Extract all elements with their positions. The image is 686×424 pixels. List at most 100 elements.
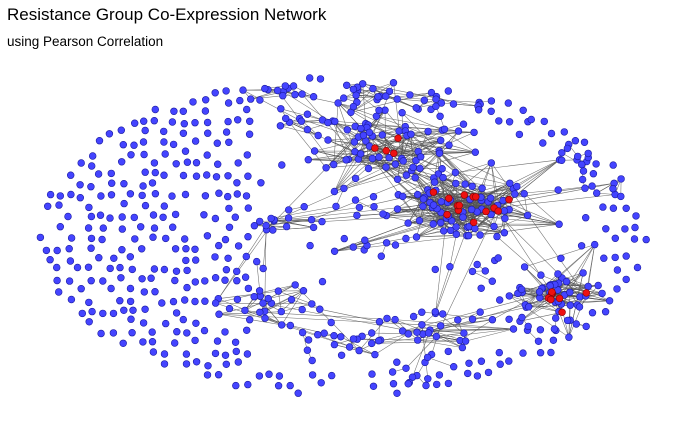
network-node — [264, 294, 272, 303]
network-node — [201, 192, 210, 200]
network-node — [138, 275, 146, 283]
network-node — [241, 306, 249, 315]
network-node — [557, 156, 566, 165]
network-node — [211, 89, 219, 97]
network-node — [224, 99, 233, 107]
network-edge — [353, 89, 410, 96]
network-node — [224, 172, 232, 180]
network-edge — [428, 131, 475, 133]
network-edge — [427, 357, 454, 367]
network-node — [630, 235, 639, 243]
network-node — [138, 191, 146, 200]
network-edge — [280, 125, 319, 136]
network-node — [256, 96, 264, 104]
network-edge — [474, 228, 505, 233]
network-node — [351, 196, 360, 204]
network-node — [203, 151, 211, 159]
network-node — [66, 257, 75, 265]
network-node — [127, 151, 135, 159]
network-edge — [337, 102, 408, 136]
network-node — [499, 196, 507, 205]
network-node — [282, 114, 290, 123]
network-edge — [472, 306, 529, 320]
network-edge — [340, 336, 376, 355]
network-node — [189, 98, 197, 106]
network-node — [66, 171, 75, 179]
network-node — [605, 297, 614, 305]
network-node — [224, 117, 232, 126]
network-edge — [397, 179, 505, 212]
network-node — [355, 203, 364, 212]
network-node — [171, 245, 180, 253]
network-node — [149, 233, 157, 241]
network-node — [374, 93, 382, 101]
network-edge — [218, 313, 422, 326]
network-node — [385, 154, 393, 162]
network-node — [97, 329, 105, 338]
network-node — [438, 165, 446, 173]
network-node — [536, 349, 545, 357]
network-edge — [465, 328, 514, 342]
network-node — [399, 192, 407, 201]
network-node — [180, 119, 189, 128]
network-node — [200, 326, 209, 335]
network-node — [168, 118, 177, 126]
network-node — [487, 107, 495, 116]
network-node — [622, 275, 630, 284]
network-node — [417, 153, 425, 161]
network-node — [598, 289, 606, 298]
network-node — [454, 316, 462, 324]
highlighted-node — [558, 308, 566, 316]
network-node — [393, 205, 402, 213]
network-node — [402, 171, 411, 179]
network-node — [488, 316, 497, 324]
network-node — [437, 322, 445, 330]
network-node — [343, 126, 351, 134]
network-node — [412, 104, 420, 112]
network-node — [212, 173, 221, 181]
network-node — [473, 372, 482, 380]
network-node — [395, 127, 403, 135]
network-node — [406, 91, 414, 99]
network-node — [127, 315, 135, 323]
network-edge — [272, 227, 314, 231]
network-node — [244, 284, 253, 293]
network-node — [107, 169, 116, 178]
network-node — [398, 108, 406, 117]
network-node — [349, 335, 358, 343]
network-node — [243, 326, 251, 334]
network-node — [524, 303, 533, 311]
network-node — [617, 175, 625, 183]
network-node — [192, 172, 201, 180]
network-edge — [509, 295, 559, 312]
network-node — [87, 277, 95, 285]
network-node — [131, 235, 139, 243]
network-node — [589, 170, 598, 178]
network-node — [309, 223, 318, 232]
network-edge — [374, 130, 400, 149]
network-node — [182, 360, 191, 368]
network-node — [96, 211, 105, 219]
network-edge — [415, 144, 450, 178]
network-node — [458, 343, 467, 352]
network-node — [192, 319, 200, 327]
network-node — [306, 241, 314, 250]
network-node — [468, 315, 477, 323]
network-node — [602, 225, 610, 233]
network-node — [461, 337, 470, 345]
network-node — [432, 332, 441, 341]
network-node — [327, 318, 335, 327]
network-node — [330, 247, 339, 256]
network-node — [494, 254, 502, 262]
network-node — [309, 92, 318, 101]
network-node — [130, 213, 139, 222]
network-node — [500, 207, 508, 215]
network-edge — [464, 183, 528, 216]
network-node — [613, 285, 621, 293]
network-node — [191, 137, 200, 145]
network-node — [601, 308, 610, 316]
network-node — [99, 224, 108, 232]
network-node — [350, 138, 359, 146]
network-node — [160, 171, 168, 179]
network-node — [215, 310, 223, 318]
